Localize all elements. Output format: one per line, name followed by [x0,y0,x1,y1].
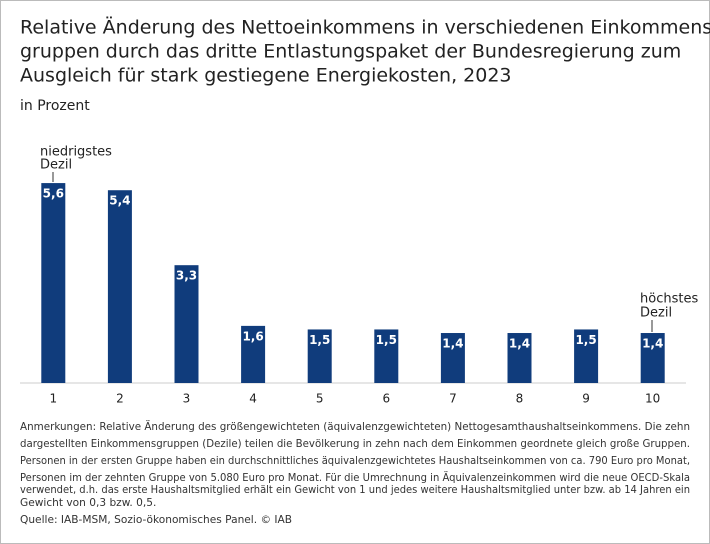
bar [241,325,266,383]
bar [174,265,199,383]
value-label: 1,4 [442,337,463,351]
value-label: 5,4 [109,194,130,208]
annotation: Dezil [40,158,72,173]
note: dargestellten Einkommensgruppen (Dezile)… [20,438,690,450]
x-tick-label: 7 [449,392,457,406]
x-tick-label: 1 [49,392,57,406]
x-tick-label: 9 [582,392,590,406]
note: Anmerkungen: Relative Änderung des größe… [20,420,690,433]
x-tick-label: 3 [183,392,191,406]
x-tick-label: 8 [516,392,524,406]
bar [374,329,399,383]
subtitle: in Prozent [20,98,90,114]
value-label: 5,6 [43,187,64,201]
bar [41,183,66,383]
value-label: 3,3 [176,269,197,283]
bar [440,333,465,383]
note: Gewicht von 0,3 bzw. 0,5. [20,497,156,509]
value-label: 1,4 [642,337,663,351]
x-tick-label: 2 [116,392,124,406]
note: Personen in der ersten Gruppe haben ein … [20,455,690,467]
value-label: 1,5 [376,333,397,347]
x-tick-label: 4 [249,392,257,406]
bar [507,333,532,383]
chart-title: Relative Änderung des Nettoeinkommens in… [20,16,710,39]
x-tick-label: 6 [382,392,390,406]
source: Quelle: IAB-MSM, Sozio-ökonomisches Pane… [20,514,292,526]
bar [307,329,332,383]
annotation: höchstes [640,292,698,307]
value-label: 1,5 [309,333,330,347]
chart-title: gruppen durch das dritte Entlastungspake… [20,41,681,63]
value-label: 1,6 [242,329,263,343]
bar [640,333,665,383]
value-label: 1,4 [509,337,530,351]
bar [107,190,132,383]
value-label: 1,5 [575,333,596,347]
annotation: Dezil [640,306,672,321]
chart-title: Ausgleich für stark gestiegene Energieko… [20,65,512,87]
annotation: niedrigstes [40,145,112,160]
x-tick-label: 5 [316,392,324,406]
bar [574,329,599,383]
x-tick-label: 10 [645,392,660,406]
note: Personen im der zehnten Gruppe von 5.080… [20,471,690,484]
note: verwendet, d.h. das erste Haushaltsmitgl… [20,484,690,496]
